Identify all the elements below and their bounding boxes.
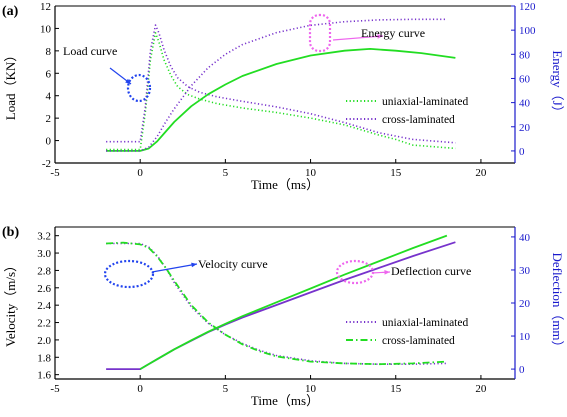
series-load-uniaxial-laminated [106,32,456,151]
y-tick-label: 0 [46,136,52,148]
series-energy-uniaxial-laminated [106,48,456,152]
x-tick-label: 5 [223,383,229,395]
x-tick-label: -5 [50,383,60,395]
y2-tick-label: 40 [519,98,531,110]
y-tick-label: 2 [46,113,52,125]
y-tick-label: 2.2 [37,318,51,330]
y-tick-label: 1.8 [37,352,51,364]
y-tick-label: 6 [46,68,52,80]
x-tick-label: -5 [50,167,60,179]
legend-label-cross-laminated: cross-laminated [382,114,455,126]
x-tick-label: 15 [390,383,402,395]
series-energy-cross-laminated [106,18,447,152]
y2-tick-label: 120 [519,1,536,13]
chart-panel-b: -5 0 5 10 15 20 1.6 1.8 2.0 2.2 2.4 2.6 2.8 3.0 3.2 0 10… [2,225,565,408]
y2-axis-title: Energy（J） [550,50,565,118]
energy-curve-arrow [332,35,384,41]
y-tick-label: 2.6 [37,283,51,295]
y2-tick-label: 20 [519,298,531,310]
legend-label-uniaxial-laminated: uniaxial-laminated [382,317,468,329]
x-tick-label: 0 [137,383,143,395]
y2-tick-label: 30 [519,265,531,277]
y2-axis-title: Deflection（mm） [550,252,565,353]
deflection-curve-marker [335,259,375,285]
y-tick-label: 2.4 [37,300,51,312]
y2-tick-label: 100 [519,25,536,37]
y-tick-label: -2 [42,158,51,170]
y-tick-label: 12 [40,1,51,13]
energy-curve-marker [308,13,332,53]
y-tick-label: 3.2 [37,231,51,243]
x-tick-label: 20 [475,167,487,179]
series-deflection-uniaxial-laminated [106,241,456,371]
deflection-curve-label: Deflection curve [391,264,471,278]
y-tick-label: 2.0 [37,335,51,347]
y2-tick-label: 80 [519,49,531,61]
panel-label: (b) [2,225,19,240]
y-tick-label: 10 [40,23,52,35]
legend-label-uniaxial-laminated: uniaxial-laminated [382,96,468,108]
energy-curve-arrowhead [377,34,383,39]
x-tick-label: 15 [390,167,402,179]
load-curve-marker [126,73,152,103]
x-tick-label: 10 [305,383,317,395]
load-curve-arrowhead [125,78,131,84]
y-tick-label: 8 [46,46,52,58]
x-tick-label: 0 [137,167,143,179]
panel-label: (a) [2,4,19,19]
velocity-curve-label: Velocity curve [198,257,268,271]
y2-tick-label: 10 [519,331,531,343]
y-axis-title: Load（KN） [3,49,18,121]
y2-tick-label: 0 [519,146,525,158]
load-curve-label: Load curve [63,44,117,58]
y-tick-label: 3.0 [37,248,51,260]
x-axis-title: Time（ms） [251,177,319,192]
y2-tick-label: 40 [519,232,531,244]
legend-label-cross-laminated: cross-laminated [382,335,455,347]
deflection-curve-arrowhead [384,269,390,275]
y-tick-label: 2.8 [37,265,51,277]
y2-tick-label: 20 [519,122,531,134]
y-tick-label: 4 [46,91,52,103]
velocity-curve-arrowhead [191,262,197,268]
series-load-cross-laminated [106,24,456,144]
x-tick-label: 20 [475,383,487,395]
y2-tick-label: 0 [519,364,525,376]
y-tick-label: 1.6 [37,370,51,382]
x-axis-title: Time（ms） [251,393,319,408]
x-tick-label: 5 [223,167,229,179]
chart-panel-a: -5 0 5 10 15 20-2024681012020406080100120Time… [2,1,565,192]
y-axis-title: Velocity（m/s） [3,259,18,347]
x-tick-label: 10 [305,167,317,179]
series-deflection-cross-laminated [139,234,448,370]
velocity-curve-marker [103,259,155,289]
y2-tick-label: 60 [519,73,531,85]
velocity-curve-arrow [151,263,198,273]
energy-curve-label: Energy curve [361,26,425,40]
series-velocity-uniaxial-laminated [106,242,447,366]
